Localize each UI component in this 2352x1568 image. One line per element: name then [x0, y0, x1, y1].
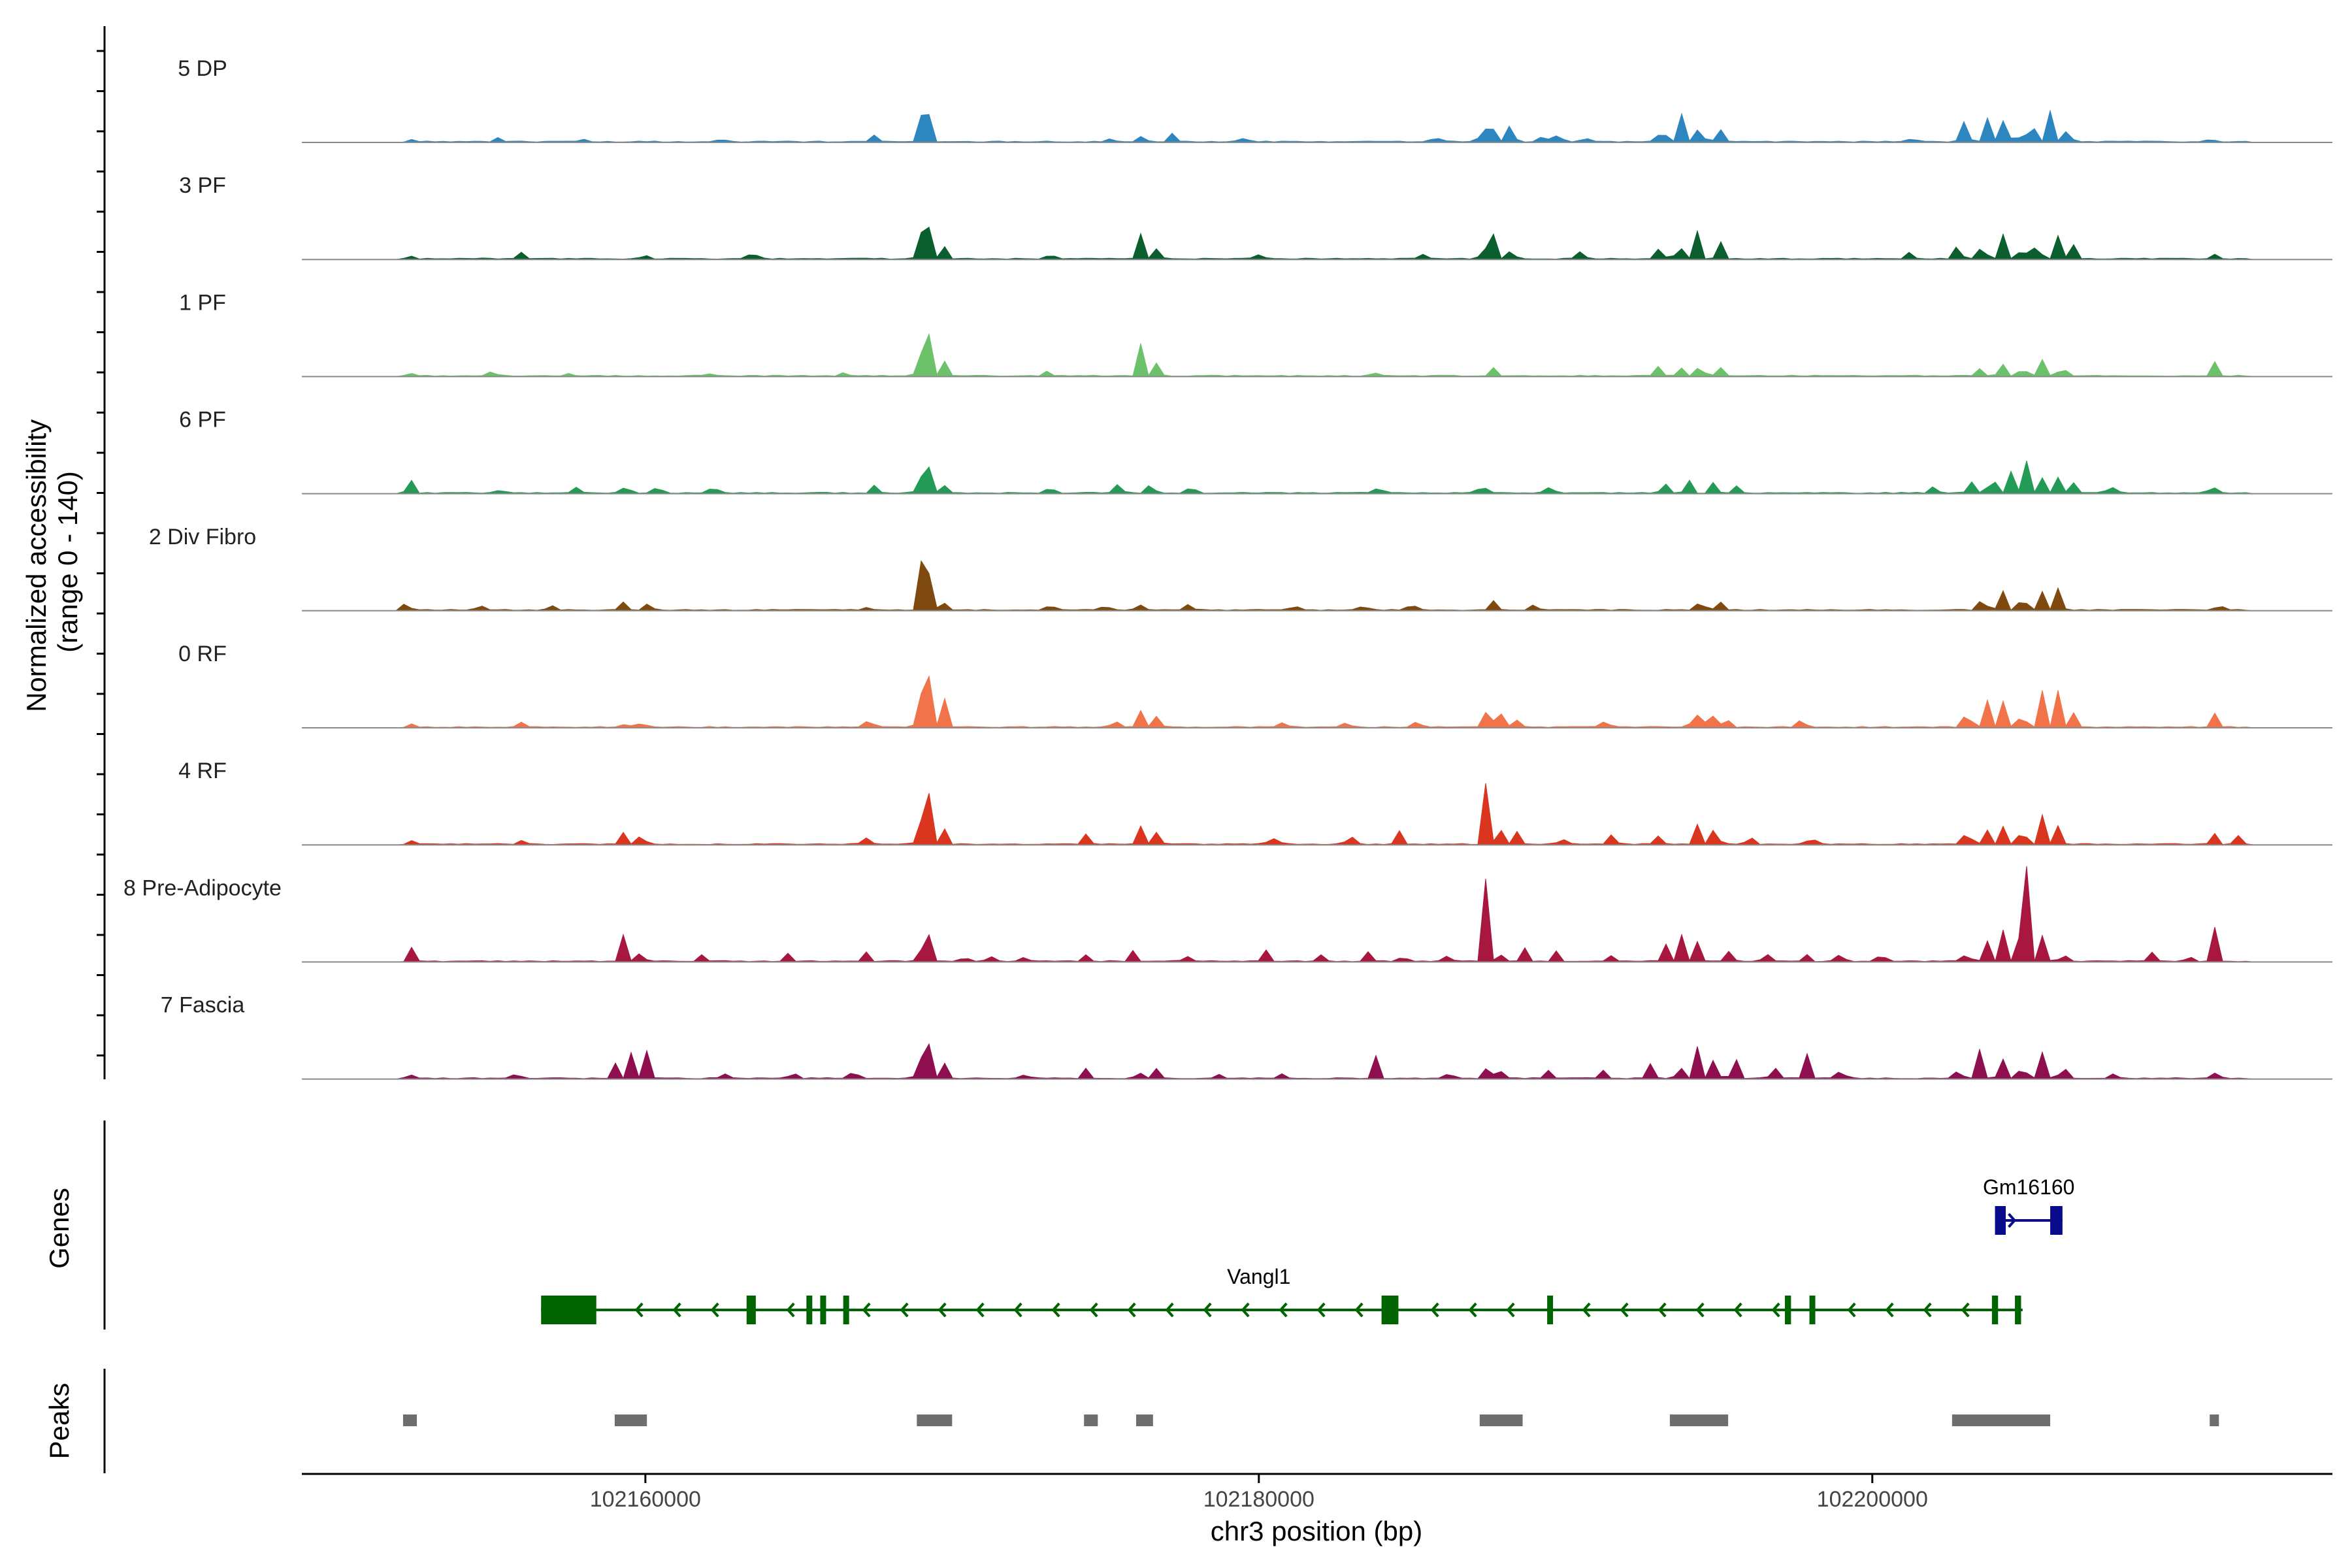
- strand-chevron: [1658, 1302, 1667, 1318]
- strand-chevron: [1430, 1302, 1439, 1318]
- peak-region: [614, 1414, 647, 1426]
- strand-chevron: [1506, 1302, 1515, 1318]
- strand-chevron: [975, 1302, 985, 1318]
- strand-chevron: [1582, 1302, 1591, 1318]
- genes-axis-title: Genes: [44, 1188, 74, 1269]
- strand-chevron: [1316, 1302, 1326, 1318]
- x-axis-tick-label: 102200000: [1817, 1487, 1928, 1512]
- x-axis-tick-label: 102180000: [1203, 1487, 1315, 1512]
- peak-region: [1084, 1414, 1098, 1426]
- x-axis-title: chr3 position (bp): [1211, 1516, 1423, 1546]
- gene-exon: [1809, 1296, 1816, 1324]
- genes-panel: Gm16160 Vangl1: [103, 1120, 2075, 1330]
- strand-chevron: [1127, 1302, 1136, 1318]
- strand-chevron: [786, 1302, 795, 1318]
- coverage-track: 4 RF: [178, 759, 2332, 846]
- coverage-track: 8 Pre-Adipocyte: [123, 866, 2332, 963]
- strand-chevron: [1468, 1302, 1477, 1318]
- peak-region: [1669, 1414, 1729, 1426]
- coverage-area: [302, 226, 2332, 260]
- gene-exon: [820, 1296, 826, 1324]
- peak-region: [402, 1414, 417, 1426]
- coverage-area: [302, 333, 2332, 377]
- gene-exon: [1991, 1296, 1999, 1324]
- coverage-y-axis-title-line2: (range 0 - 140): [52, 471, 83, 653]
- track-label: 0 RF: [178, 642, 227, 666]
- strand-chevron: [1733, 1302, 1742, 1318]
- track-label: 1 PF: [179, 290, 226, 315]
- peak-region: [2210, 1414, 2219, 1426]
- coverage-track: 0 RF: [178, 642, 2332, 728]
- coverage-area: [302, 461, 2332, 495]
- coverage-track: 2 Div Fibro: [149, 525, 2332, 612]
- peak-region: [1952, 1414, 2051, 1426]
- coverage-area: [302, 1043, 2332, 1080]
- coverage-y-axis-title-line1: Normalized accessibility: [21, 419, 52, 712]
- peak-region: [1479, 1414, 1523, 1426]
- coverage-track: 7 Fascia: [161, 993, 2332, 1080]
- gene-exon: [806, 1296, 813, 1324]
- gene-name-label: Vangl1: [1227, 1265, 1290, 1288]
- track-label: 4 RF: [178, 759, 227, 783]
- x-axis: 102160000 102180000 102200000: [302, 1473, 2332, 1512]
- coverage-track: 6 PF: [179, 408, 2332, 495]
- track-label: 2 Div Fibro: [149, 525, 256, 549]
- strand-chevron: [1771, 1302, 1780, 1318]
- peaks-panel: [103, 1369, 2219, 1473]
- strand-chevron: [1923, 1302, 1932, 1318]
- strand-chevron: [1203, 1302, 1212, 1318]
- strand-chevron: [672, 1302, 681, 1318]
- strand-chevron: [634, 1302, 644, 1318]
- gene-exon: [2050, 1206, 2063, 1235]
- peaks-axis-title: Peaks: [44, 1383, 74, 1460]
- coverage-panel: 5 DP 3 PF 1 PF 6 PF 2 Div Fibro 0 RF 4 RF 8 Pre…: [97, 26, 2332, 1080]
- strand-chevron: [1620, 1302, 1629, 1318]
- gene-exon: [843, 1296, 849, 1324]
- strand-chevron: [1013, 1302, 1022, 1318]
- gene-exon: [541, 1296, 596, 1324]
- track-label: 8 Pre-Adipocyte: [123, 875, 282, 900]
- gene-exon: [2015, 1296, 2021, 1324]
- gene-exon: [1547, 1296, 1554, 1324]
- strand-chevron: [1241, 1302, 1250, 1318]
- strand-chevron: [1165, 1302, 1174, 1318]
- strand-chevron: [1961, 1302, 1970, 1318]
- gene-exon: [1784, 1296, 1791, 1324]
- strand-chevron: [1885, 1302, 1894, 1318]
- strand-chevron: [1695, 1302, 1705, 1318]
- coverage-area: [302, 675, 2332, 728]
- gene-model: Gm16160: [1983, 1175, 2075, 1235]
- strand-chevron: [710, 1302, 719, 1318]
- coverage-track: 3 PF: [179, 173, 2332, 261]
- track-label: 7 Fascia: [161, 993, 245, 1018]
- track-label: 5 DP: [178, 56, 227, 81]
- strand-chevron: [1847, 1302, 1856, 1318]
- coverage-area: [302, 560, 2332, 612]
- strand-chevron: [1279, 1302, 1288, 1318]
- track-label: 3 PF: [179, 173, 226, 198]
- strand-chevron: [1089, 1302, 1098, 1318]
- coverage-area: [302, 866, 2332, 962]
- peak-region: [1136, 1414, 1153, 1426]
- gene-exon: [1381, 1296, 1399, 1324]
- gene-model: Vangl1: [541, 1265, 2023, 1324]
- strand-chevron: [900, 1302, 909, 1318]
- track-label: 6 PF: [179, 408, 226, 433]
- coverage-track: 1 PF: [179, 290, 2332, 378]
- gene-exon: [746, 1296, 756, 1324]
- gene-name-label: Gm16160: [1983, 1175, 2075, 1199]
- strand-chevron: [938, 1302, 947, 1318]
- x-axis-tick-label: 102160000: [590, 1487, 701, 1512]
- coverage-track: 5 DP: [178, 56, 2332, 143]
- coverage-area: [302, 109, 2332, 143]
- strand-chevron: [862, 1302, 871, 1318]
- strand-chevron: [1354, 1302, 1364, 1318]
- strand-chevron: [1051, 1302, 1060, 1318]
- peak-region: [917, 1414, 953, 1426]
- coverage-area: [302, 783, 2332, 845]
- gene-exon: [1995, 1206, 2006, 1235]
- coverage-y-axis-title: Normalized accessibility (range 0 - 140): [21, 412, 83, 712]
- strand-chevron: [2008, 1213, 2017, 1228]
